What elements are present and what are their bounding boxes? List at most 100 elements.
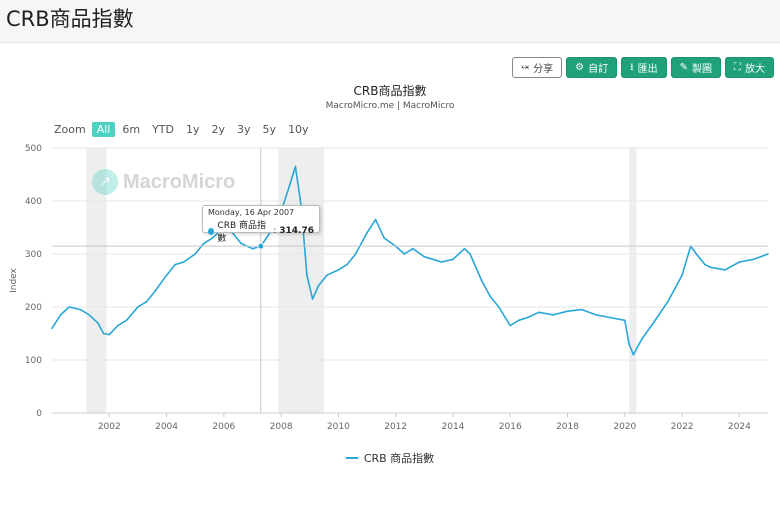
chart-tooltip: Monday, 16 Apr 2007 CRB 商品指數: 314.76	[202, 205, 320, 244]
recession-band	[278, 148, 325, 413]
data-point	[752, 258, 755, 261]
data-point	[202, 242, 205, 245]
page-title: CRB商品指數	[6, 7, 134, 31]
range-all-button[interactable]: All	[91, 122, 116, 137]
chart-plot[interactable]: 0 100 200 300 400 500 2002 2004 2006 2008 2010 201…	[0, 140, 780, 440]
x-tick-label: 2006	[212, 422, 235, 432]
data-point	[595, 314, 597, 316]
data-point	[738, 261, 741, 263]
range-1y-button[interactable]: 1y	[186, 123, 200, 136]
zoom-label: Zoom	[54, 123, 86, 136]
data-point	[609, 316, 612, 319]
x-tick-label: 2008	[270, 422, 293, 432]
x-tick-label: 2022	[671, 422, 694, 432]
tooltip-row: CRB 商品指數: 314.76	[208, 218, 314, 244]
data-point	[154, 290, 156, 292]
data-point	[652, 322, 655, 324]
data-point	[538, 311, 540, 314]
y-axis: 0 100 200 300 400 500	[25, 144, 42, 419]
data-point	[641, 338, 643, 340]
x-tick-label: 2010	[327, 422, 350, 432]
data-point	[724, 269, 726, 271]
x-axis: 2002 2004 2006 2008 2010 2012 2014 2016 2018 2020…	[52, 412, 768, 432]
tooltip-series-dot	[208, 227, 215, 235]
customize-button[interactable]: ⚙ 自訂	[566, 57, 618, 78]
range-10y-button[interactable]: 10y	[288, 123, 309, 136]
data-point	[695, 253, 698, 255]
data-point	[137, 306, 139, 308]
data-point	[581, 308, 583, 311]
data-point	[440, 261, 443, 263]
legend-swatch	[345, 457, 358, 459]
data-point	[165, 274, 168, 276]
expand-button[interactable]: ⛶ 放大	[725, 57, 774, 78]
y-tick-label: 300	[25, 250, 42, 260]
data-point	[294, 165, 297, 168]
share-button[interactable]: ⬾ 分享	[512, 57, 563, 78]
data-point	[767, 253, 769, 255]
expand-button-label: 放大	[745, 64, 765, 75]
data-point	[311, 298, 314, 300]
pencil-icon: ✎	[679, 61, 688, 73]
data-point	[240, 242, 242, 245]
data-point	[518, 319, 520, 322]
chart-legend[interactable]: CRB 商品指數	[0, 450, 780, 466]
data-point	[194, 253, 196, 255]
range-2y-button[interactable]: 2y	[211, 123, 226, 136]
data-point	[704, 263, 706, 266]
data-point	[469, 253, 471, 255]
recession-band	[86, 148, 107, 413]
data-point	[117, 324, 119, 327]
data-point	[68, 306, 70, 308]
export-button-label: 匯出	[637, 64, 658, 75]
range-ytd-button[interactable]: YTD	[152, 123, 174, 136]
y-tick-label: 500	[25, 144, 42, 154]
range-selector: Zoom All 6m YTD 1y 2y 3y 5y 10y	[54, 122, 314, 137]
x-tick-label: 2004	[155, 422, 178, 432]
data-point	[211, 237, 214, 239]
gear-icon: ⚙	[575, 61, 585, 73]
data-point	[526, 316, 529, 319]
y-tick-label: 200	[25, 303, 42, 313]
title-bar: CRB商品指數	[0, 0, 780, 43]
data-point	[288, 184, 291, 186]
tooltip-series-name: CRB 商品指數	[217, 221, 266, 244]
x-tick-label: 2014	[442, 422, 465, 432]
macromicro-logo-icon: ↗	[92, 169, 118, 195]
draw-button[interactable]: ✎ 製圖	[670, 57, 721, 78]
data-point	[88, 314, 91, 316]
recession-band	[629, 148, 637, 413]
data-point	[383, 237, 386, 239]
tooltip-date: Monday, 16 Apr 2007	[208, 208, 295, 217]
x-tick-label: 2018	[556, 422, 579, 432]
data-point	[125, 319, 128, 322]
x-tick-label: 2016	[499, 422, 522, 432]
data-point	[552, 314, 554, 316]
legend-label: CRB 商品指數	[363, 452, 435, 465]
data-point	[509, 324, 512, 327]
tooltip-colon: :	[273, 226, 277, 236]
watermark-text: MacroMicro	[123, 170, 236, 193]
customize-button-label: 自訂	[588, 64, 609, 75]
data-point	[632, 353, 635, 356]
share-button-label: 分享	[533, 64, 554, 75]
y-tick-label: 100	[25, 356, 42, 366]
chart-toolbar: ⬾ 分享 ⚙ 自訂 ⭳ 匯出 ✎ 製圖 ⛶ 放大	[512, 57, 774, 78]
data-point	[432, 258, 434, 261]
data-point	[145, 300, 148, 303]
data-point	[79, 308, 82, 311]
range-3y-button[interactable]: 3y	[237, 123, 251, 136]
y-axis-label: Index	[9, 267, 19, 292]
data-point	[374, 218, 377, 221]
data-point	[306, 274, 308, 276]
expand-icon: ⛶	[734, 61, 741, 73]
range-6m-button[interactable]: 6m	[122, 123, 141, 136]
recession-bands	[86, 148, 637, 413]
range-5y-button[interactable]: 5y	[262, 123, 277, 136]
export-button[interactable]: ⭳ 匯出	[621, 57, 667, 78]
data-point	[681, 274, 683, 276]
data-point	[346, 263, 348, 266]
data-point	[366, 232, 368, 234]
tooltip-value: 314.76	[279, 226, 314, 236]
x-tick-label: 2024	[728, 422, 751, 432]
